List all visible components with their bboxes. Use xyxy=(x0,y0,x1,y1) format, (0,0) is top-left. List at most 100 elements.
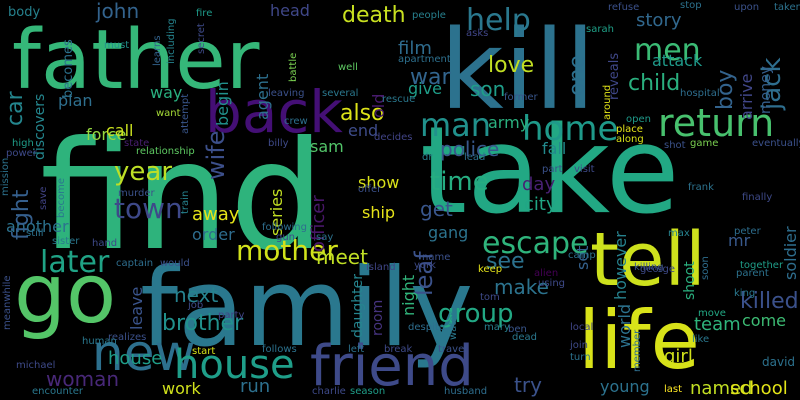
word-another: work xyxy=(162,379,201,398)
word-man: man xyxy=(420,106,491,144)
word-attack: meet xyxy=(316,245,368,269)
word-break: left xyxy=(348,344,364,355)
word-place: open xyxy=(626,114,651,125)
word-end: ship xyxy=(362,203,395,222)
word-car: force xyxy=(86,125,126,144)
word-night: world xyxy=(615,304,634,348)
word-show: attack xyxy=(652,51,703,70)
word-local: member xyxy=(632,329,643,372)
word-time: time xyxy=(430,167,489,197)
word-reveals: old xyxy=(369,94,388,118)
word-water: island xyxy=(366,262,396,273)
word-named: house xyxy=(108,348,162,369)
word-soldier: arrive xyxy=(737,74,756,120)
word-old: leave xyxy=(127,287,146,330)
word-around: former xyxy=(504,92,538,103)
word-several: leaving xyxy=(268,88,304,99)
word-young: order xyxy=(192,225,235,244)
word-battle: well xyxy=(338,62,358,73)
word-money: reveals xyxy=(607,53,622,100)
word-army: mr xyxy=(728,231,751,250)
word-death: see xyxy=(486,249,525,274)
word-game: shot xyxy=(664,140,686,151)
word-meanwhile: encounter xyxy=(32,386,84,397)
word-arrive: money xyxy=(758,66,774,114)
word-brother: boy xyxy=(713,70,738,110)
word-fire: people xyxy=(412,10,446,21)
word-husband: travel xyxy=(438,344,467,355)
word-york: name xyxy=(422,252,450,263)
word-charlie: season xyxy=(350,386,385,397)
word-dead: ben xyxy=(508,324,527,335)
word-must: secret xyxy=(196,23,207,54)
word-george: parent xyxy=(736,268,769,279)
word-war: leaf xyxy=(410,251,438,296)
word-joe: party xyxy=(218,310,245,321)
word-head: body xyxy=(8,5,40,20)
word-dr: crew xyxy=(284,116,308,127)
word-season: husband xyxy=(444,386,487,397)
word-father: father xyxy=(12,13,260,108)
word-former: rescue xyxy=(382,94,415,105)
word-despite: water xyxy=(448,311,459,340)
word-follows: charlie xyxy=(312,386,346,397)
word-help: help xyxy=(466,3,531,38)
word-force: school xyxy=(730,378,788,399)
word-child: jack xyxy=(757,57,787,111)
word-alien: tom xyxy=(480,292,500,303)
word-back: back xyxy=(205,78,343,146)
word-room: shoot xyxy=(682,261,698,300)
word-turn: join xyxy=(569,340,588,351)
word-agent: room xyxy=(370,300,386,336)
word-take: take xyxy=(420,102,680,241)
word-sarah: refuse xyxy=(608,2,639,13)
word-soon: camp xyxy=(568,250,596,261)
word-job: human xyxy=(82,336,117,347)
word-decides: billy xyxy=(268,138,289,149)
word-visit: part xyxy=(542,164,563,175)
word-together: max xyxy=(668,228,690,239)
word-town: town xyxy=(114,192,183,225)
word-girl: next xyxy=(174,283,218,307)
word-killing: soon xyxy=(700,256,711,280)
word-along: place xyxy=(616,124,643,135)
word-plan: son xyxy=(470,77,505,101)
word-gang: city xyxy=(524,194,557,215)
word-well: must xyxy=(104,40,129,51)
word-mission: meanwhile xyxy=(2,275,13,330)
word-family: family xyxy=(140,246,473,371)
word-kill: kill xyxy=(440,6,595,134)
word-leaf: sam xyxy=(310,137,344,156)
word-men: men xyxy=(634,33,701,68)
word-open: visit xyxy=(574,164,595,175)
word-get: wife xyxy=(202,130,230,180)
word-shot: along xyxy=(616,134,644,145)
word-jack: call xyxy=(106,121,134,140)
word-start: follows xyxy=(262,344,297,355)
word-come: another xyxy=(6,217,69,236)
word-offer: say xyxy=(316,232,333,243)
word-name: keep xyxy=(478,264,502,275)
word-life: life xyxy=(578,294,700,387)
word-michael: save xyxy=(38,187,49,210)
word-keep: using xyxy=(538,278,565,289)
word-save: still xyxy=(26,228,43,239)
word-find: find xyxy=(40,110,325,284)
word-max: peter xyxy=(734,226,762,237)
word-call: girl xyxy=(664,346,693,367)
word-john: woman xyxy=(46,367,119,391)
word-relationship: state xyxy=(124,138,149,149)
word-make: also xyxy=(340,101,385,126)
word-house: house xyxy=(174,342,295,388)
word-finally: eventually xyxy=(752,138,800,149)
word-also: death xyxy=(342,3,406,28)
word-school: plan xyxy=(58,91,93,110)
word-way: team xyxy=(694,314,741,335)
word-return: return xyxy=(658,101,774,145)
word-crew: decides xyxy=(374,132,413,143)
word-including: asks xyxy=(466,28,488,39)
word-sam: show xyxy=(358,173,399,192)
word-meet: killed xyxy=(740,289,799,314)
